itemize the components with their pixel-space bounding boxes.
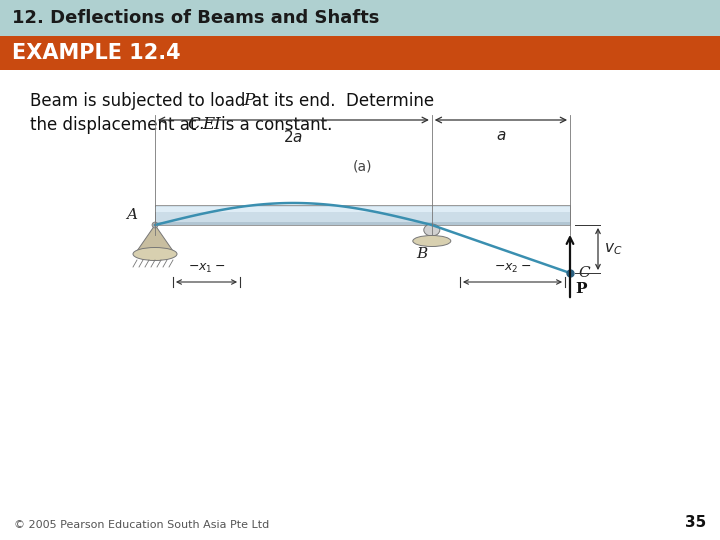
Text: C: C [578, 266, 590, 280]
Text: P: P [243, 92, 254, 109]
Text: is a constant.: is a constant. [221, 116, 333, 134]
Text: C.: C. [187, 116, 204, 133]
Bar [0, 0, 720, 36]
Text: the displacement at: the displacement at [30, 116, 197, 134]
Text: A: A [126, 208, 137, 222]
Text: $a$: $a$ [496, 129, 506, 143]
Text: at its end.  Determine: at its end. Determine [252, 92, 434, 110]
Ellipse shape [133, 247, 177, 260]
Bar [155, 205, 570, 225]
Bar [155, 207, 570, 212]
Text: EXAMPLE 12.4: EXAMPLE 12.4 [12, 43, 181, 63]
Text: Beam is subjected to load: Beam is subjected to load [30, 92, 246, 110]
Text: © 2005 Pearson Education South Asia Pte Ltd: © 2005 Pearson Education South Asia Pte … [14, 520, 269, 530]
Text: P: P [575, 282, 587, 296]
Text: $-x_1-$: $-x_1-$ [188, 262, 225, 275]
Ellipse shape [424, 224, 440, 236]
Circle shape [152, 222, 158, 228]
Text: EI: EI [202, 116, 221, 133]
Text: (a): (a) [353, 160, 372, 174]
Bar [0, 36, 720, 70]
Text: $-x_2-$: $-x_2-$ [494, 262, 531, 275]
Text: 35: 35 [685, 515, 706, 530]
Bar [155, 222, 570, 225]
Ellipse shape [413, 235, 451, 246]
Text: $v_C$: $v_C$ [604, 241, 622, 257]
Polygon shape [137, 225, 173, 251]
Text: 12. Deflections of Beams and Shafts: 12. Deflections of Beams and Shafts [12, 9, 379, 27]
Text: B: B [417, 247, 428, 261]
Text: $2a$: $2a$ [284, 129, 303, 145]
